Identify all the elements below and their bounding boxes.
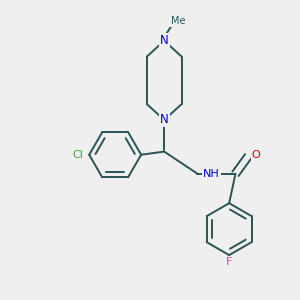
Text: N: N [160,34,169,47]
Text: NH: NH [203,169,220,179]
Text: F: F [226,257,232,267]
Text: Me: Me [171,16,186,26]
Text: O: O [252,150,260,160]
Text: N: N [160,113,169,126]
Text: Cl: Cl [73,150,83,160]
